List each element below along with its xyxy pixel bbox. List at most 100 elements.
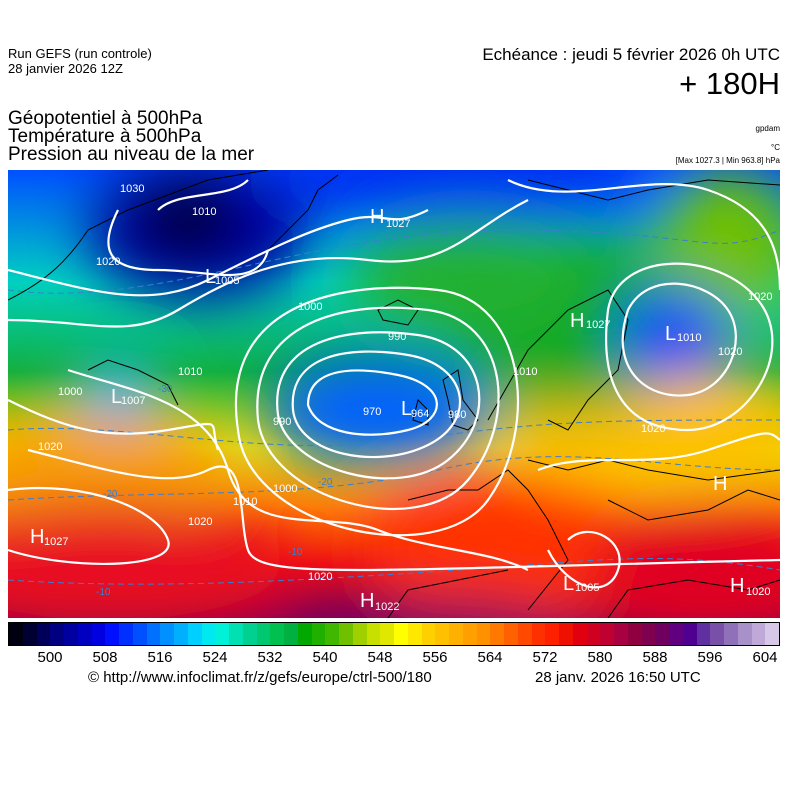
svg-text:L: L (111, 386, 122, 408)
isobar-label: 1010 (233, 496, 257, 508)
colorbar-label: 596 (697, 649, 723, 666)
colorbar-cell (407, 623, 422, 645)
colorbar-label: 588 (642, 649, 668, 666)
colorbar-cell (517, 623, 532, 645)
isobar-label: 990 (388, 331, 406, 343)
colorbar-cell (64, 623, 78, 645)
colorbar-cell (339, 623, 353, 645)
isobar-label: 1020 (748, 291, 772, 303)
colorbar-cell (242, 623, 257, 645)
colorbar-cell (36, 623, 51, 645)
svg-text:H: H (730, 575, 744, 597)
high-center: H 1022 (360, 590, 399, 613)
svg-text:H: H (570, 310, 584, 332)
forecast-valid-time: Echéance : jeudi 5 février 2026 0h UTC (482, 45, 780, 64)
svg-text:1005: 1005 (575, 582, 599, 594)
svg-text:1007: 1007 (121, 395, 145, 407)
run-info: Run GEFS (run controle) 28 janvier 2026 … (8, 46, 152, 76)
high-center: H 1027 (370, 206, 410, 230)
colorbar-cell (572, 623, 587, 645)
isobar-label: 1020 (308, 571, 332, 583)
unit-geopotential: gpdam (755, 124, 780, 133)
colorbar-cell (174, 623, 188, 645)
colorbar-cell (641, 623, 656, 645)
colorbar-label: 540 (312, 649, 338, 666)
colorbar-cell (229, 623, 243, 645)
colorbar-cell (311, 623, 326, 645)
colorbar-cell (655, 623, 669, 645)
colorbar-label: 524 (202, 649, 228, 666)
colorbar-cell (77, 623, 92, 645)
svg-text:1027: 1027 (386, 218, 410, 230)
colorbar-cell (256, 623, 271, 645)
isotherm-label: -30 (158, 384, 173, 395)
colorbar-cell (50, 623, 64, 645)
isobar-label: 1020 (641, 423, 665, 435)
run-date: 28 janvier 2026 12Z (8, 61, 123, 76)
isobar-label: 1020 (188, 516, 212, 528)
svg-text:1027: 1027 (586, 319, 610, 331)
svg-text:H: H (713, 473, 727, 495)
colorbar-cell (476, 623, 491, 645)
issued-time: 28 janv. 2026 16:50 UTC (535, 669, 701, 686)
colorbar-label: 548 (367, 649, 393, 666)
isobar-label: 1000 (298, 301, 322, 313)
svg-text:964: 964 (411, 408, 429, 420)
colorbar-cell (187, 623, 202, 645)
isobar-label: 990 (273, 416, 291, 428)
isobar-label: 1020 (96, 256, 120, 268)
svg-text:H: H (30, 526, 44, 548)
colorbar-label: 532 (257, 649, 283, 666)
isobar-label: 1010 (178, 366, 202, 378)
colorbar-label: 516 (147, 649, 173, 666)
colorbar-cell (119, 623, 133, 645)
isotherm-label: -20 (318, 477, 333, 488)
param-pressure: Pression au niveau de la mer (8, 144, 255, 165)
colorbar-cell (504, 623, 518, 645)
isobars (8, 179, 780, 589)
colorbar-cell (449, 623, 463, 645)
colorbar-labels: 500 508 516 524 532 540 548 556 564 572 580 588 596 6… (8, 649, 780, 667)
colorbar-cell (270, 623, 284, 645)
param-temperature: Température à 500hPa (8, 126, 202, 147)
colorbar-cell (559, 623, 573, 645)
colorbar-cell (297, 623, 312, 645)
low-center: L 1010 (665, 323, 701, 345)
colorbar-cell (380, 623, 394, 645)
source-credit[interactable]: © http://www.infoclimat.fr/z/gefs/europe… (88, 669, 432, 686)
colorbar-cell (215, 623, 229, 645)
isobar-label: 980 (448, 409, 466, 421)
colorbar-cell (462, 623, 477, 645)
colorbar-cell (614, 623, 628, 645)
colorbar-cell (325, 623, 339, 645)
isobar-label: 1010 (513, 366, 537, 378)
weather-map[interactable]: 1030 1010 1020 1000 990 970 980 990 1000… (8, 170, 780, 618)
colorbar-cell (366, 623, 381, 645)
colorbar-cell (531, 623, 546, 645)
svg-text:L: L (665, 323, 676, 345)
colorbar-cell (490, 623, 504, 645)
colorbar-cell (600, 623, 614, 645)
svg-text:1010: 1010 (677, 332, 701, 344)
colorbar-cell (9, 623, 23, 645)
colorbar-cell (545, 623, 559, 645)
colorbar-cell (435, 623, 449, 645)
high-center: H 1027 (570, 310, 610, 332)
isotherms (8, 229, 780, 585)
isotherm-label: -10 (288, 547, 303, 558)
svg-text:H: H (370, 206, 384, 228)
colorbar-label: 564 (477, 649, 503, 666)
svg-text:L: L (205, 266, 216, 288)
colorbar-cell (586, 623, 601, 645)
svg-text:1027: 1027 (44, 536, 68, 548)
colorbar-cell (201, 623, 216, 645)
colorbar-cell (352, 623, 367, 645)
colorbar-cell (284, 623, 298, 645)
colorbar-label: 604 (752, 649, 778, 666)
colorbar-cell (696, 623, 711, 645)
isobar-label: 1020 (718, 346, 742, 358)
